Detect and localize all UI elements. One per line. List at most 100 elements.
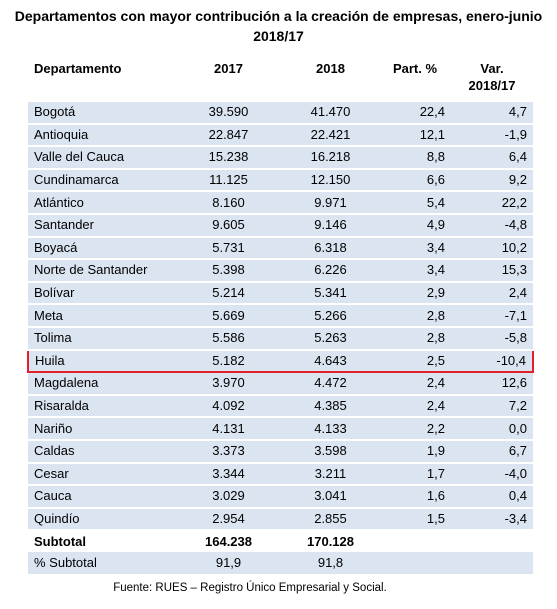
table-cell: 3.344 bbox=[175, 462, 282, 487]
table-cell: 12.150 bbox=[282, 168, 379, 193]
table-cell: Cesar bbox=[28, 462, 175, 487]
table-cell: 5,4 bbox=[379, 191, 451, 215]
total-cell: 91,9 bbox=[175, 552, 282, 575]
table-cell: 4.472 bbox=[282, 372, 379, 396]
table-cell: 2,8 bbox=[379, 304, 451, 328]
table-cell: 4.131 bbox=[175, 417, 282, 441]
total-cell: 164.238 bbox=[175, 530, 282, 553]
table-cell: 2.855 bbox=[282, 507, 379, 532]
table-cell: Risaralda bbox=[28, 394, 175, 419]
table-cell: 9,2 bbox=[451, 168, 533, 193]
table-cell: -4,8 bbox=[451, 213, 533, 238]
table-cell: 9.971 bbox=[282, 191, 379, 215]
table-cell: 5.182 bbox=[175, 348, 282, 374]
table-cell: 5.263 bbox=[282, 326, 379, 351]
table-cell: Norte de Santander bbox=[28, 259, 175, 283]
table-cell: Atlántico bbox=[28, 191, 175, 215]
table-cell: 1,5 bbox=[379, 507, 451, 532]
table-cell: Santander bbox=[28, 213, 175, 238]
table-totals: Subtotal 164.238 170.128% Subtotal 91,9 91,8 bbox=[28, 530, 533, 575]
table-cell: Magdalena bbox=[28, 372, 175, 396]
table-row: Bogotá 39.590 41.470 22,4 4,7 bbox=[28, 101, 533, 125]
table-row: Boyacá 5.731 6.318 3,4 10,2 bbox=[28, 236, 533, 261]
table-row: Valle del Cauca 15.238 16.218 8,8 6,4 bbox=[28, 146, 533, 170]
total-row: % Subtotal 91,9 91,8 bbox=[28, 552, 533, 575]
table-cell: 2.954 bbox=[175, 507, 282, 532]
table-cell: 1,9 bbox=[379, 439, 451, 464]
table-cell: 22.847 bbox=[175, 123, 282, 148]
source-note: Fuente: RUES – Registro Único Empresaria… bbox=[113, 582, 387, 594]
table-cell: -3,4 bbox=[451, 507, 533, 532]
table-cell: 12,6 bbox=[451, 372, 533, 396]
table-cell: -7,1 bbox=[451, 304, 533, 328]
table-cell: Huila bbox=[27, 348, 175, 374]
column-header: Var. 2018/17 bbox=[451, 58, 533, 102]
title-line: Departamentos con mayor contribución a l… bbox=[14, 8, 543, 24]
table-cell: 41.470 bbox=[282, 101, 379, 125]
table-cell: 5.669 bbox=[175, 304, 282, 328]
table-cell: 6,7 bbox=[451, 439, 533, 464]
table-cell: 8,8 bbox=[379, 146, 451, 170]
table-row: Magdalena 3.970 4.472 2,4 12,6 bbox=[28, 372, 533, 396]
table-cell: Caldas bbox=[28, 439, 175, 464]
table-row: Cesar 3.344 3.211 1,7 -4,0 bbox=[28, 462, 533, 487]
column-header: 2018 bbox=[282, 58, 379, 102]
table-cell: 9.146 bbox=[282, 213, 379, 238]
table-cell: 5.214 bbox=[175, 281, 282, 306]
table-cell: 10,2 bbox=[451, 236, 533, 261]
table-cell: 3.970 bbox=[175, 372, 282, 396]
table-cell: 7,2 bbox=[451, 394, 533, 419]
table-cell: -1,9 bbox=[451, 123, 533, 148]
table-cell: 2,4 bbox=[379, 372, 451, 396]
data-table: Departamento 2017 2018 Part. % Var. 2018/17 … bbox=[27, 58, 534, 575]
table-cell: Quindío bbox=[28, 507, 175, 532]
table-cell: Cundinamarca bbox=[28, 168, 175, 193]
total-cell: 91,8 bbox=[282, 552, 379, 575]
header-row: Departamento 2017 2018 Part. % Var. 2018/17 bbox=[28, 58, 533, 102]
total-cell bbox=[379, 530, 451, 553]
table-cell: 2,9 bbox=[379, 281, 451, 306]
total-row: Subtotal 164.238 170.128 bbox=[28, 530, 533, 553]
table-row: Nariño 4.131 4.133 2,2 0,0 bbox=[28, 417, 533, 441]
table-cell: 5.586 bbox=[175, 326, 282, 351]
total-cell: % Subtotal bbox=[28, 552, 175, 575]
table-cell: 4.643 bbox=[282, 348, 379, 374]
table-cell: 3.373 bbox=[175, 439, 282, 464]
table-cell: Meta bbox=[28, 304, 175, 328]
table-cell: 22.421 bbox=[282, 123, 379, 148]
table-cell: -10,4 bbox=[451, 348, 534, 374]
table-cell: 3,4 bbox=[379, 259, 451, 283]
table-header: Departamento 2017 2018 Part. % Var. 2018/17 bbox=[28, 58, 533, 102]
table-cell: 39.590 bbox=[175, 101, 282, 125]
table-cell: 5.731 bbox=[175, 236, 282, 261]
table-cell: -4,0 bbox=[451, 462, 533, 487]
table-cell: 3,4 bbox=[379, 236, 451, 261]
table-body: Bogotá 39.590 41.470 22,4 4,7 Antioquia 22.847… bbox=[27, 101, 534, 532]
table-row: Quindío 2.954 2.855 1,5 -3,4 bbox=[28, 507, 533, 532]
table-cell: 4,7 bbox=[451, 101, 533, 125]
table-cell: 2,8 bbox=[379, 326, 451, 351]
table-cell: 6,4 bbox=[451, 146, 533, 170]
table-cell: 4.133 bbox=[282, 417, 379, 441]
table-row: Santander 9.605 9.146 4,9 -4,8 bbox=[28, 213, 533, 238]
table-cell: 2,4 bbox=[451, 281, 533, 306]
table-cell: Boyacá bbox=[28, 236, 175, 261]
table-cell: 3.598 bbox=[282, 439, 379, 464]
table-cell: 3.041 bbox=[282, 485, 379, 509]
table-row: Atlántico 8.160 9.971 5,4 22,2 bbox=[28, 191, 533, 215]
table-cell: 1,7 bbox=[379, 462, 451, 487]
table-cell: 12,1 bbox=[379, 123, 451, 148]
table-cell: 22,2 bbox=[451, 191, 533, 215]
table-cell: Antioquia bbox=[28, 123, 175, 148]
table-cell: 22,4 bbox=[379, 101, 451, 125]
table-cell: 4,9 bbox=[379, 213, 451, 238]
table-cell: 15,3 bbox=[451, 259, 533, 283]
table-cell: 9.605 bbox=[175, 213, 282, 238]
total-cell: 170.128 bbox=[282, 530, 379, 553]
table-cell: 6,6 bbox=[379, 168, 451, 193]
table-cell: Tolima bbox=[28, 326, 175, 351]
column-header: Departamento bbox=[28, 58, 175, 102]
table-cell: 8.160 bbox=[175, 191, 282, 215]
